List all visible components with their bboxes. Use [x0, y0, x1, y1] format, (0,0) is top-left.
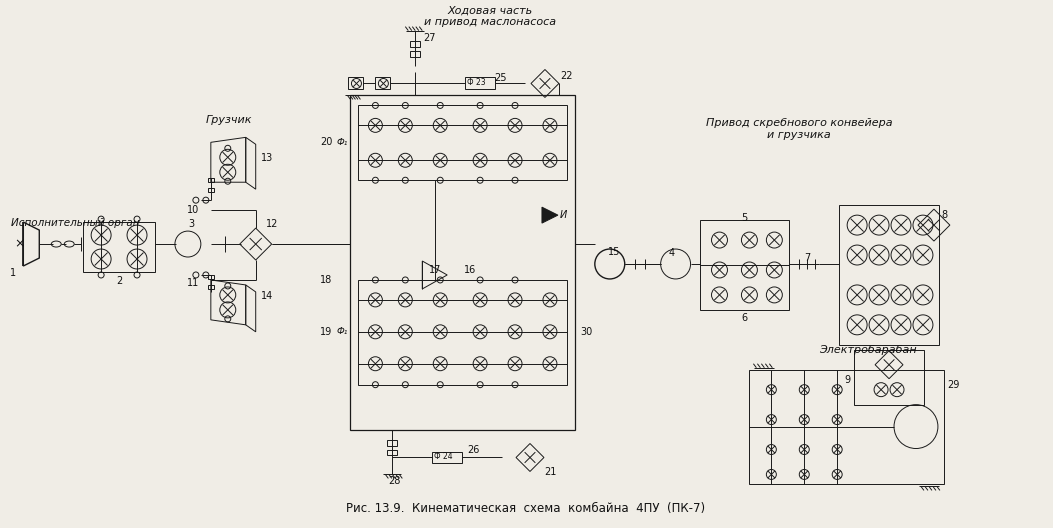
- Text: Исполнительный орган: Исполнительный орган: [12, 218, 140, 228]
- Text: 26: 26: [468, 445, 479, 455]
- Text: 20: 20: [320, 137, 333, 147]
- Bar: [376, 78, 391, 89]
- Text: 4: 4: [669, 248, 675, 258]
- Bar: [432, 451, 462, 464]
- Bar: [207, 178, 214, 182]
- Text: 17: 17: [429, 265, 441, 275]
- Text: 15: 15: [608, 247, 620, 257]
- Bar: [207, 275, 214, 279]
- Bar: [351, 96, 575, 430]
- Text: Ф₁: Ф₁: [336, 327, 347, 336]
- Bar: [349, 78, 363, 89]
- Text: Электробарабан: Электробарабан: [819, 345, 917, 355]
- Text: Ходовая часть
и привод маслонасоса: Ходовая часть и привод маслонасоса: [424, 6, 556, 27]
- Text: 29: 29: [947, 380, 959, 390]
- Text: 25: 25: [494, 72, 506, 82]
- Text: Ф 23: Ф 23: [468, 78, 485, 87]
- Text: И: И: [560, 210, 568, 220]
- Text: 14: 14: [261, 291, 273, 301]
- Bar: [358, 106, 567, 180]
- Text: Рис. 13.9.  Кинематическая  схема  комбайна  4ПУ  (ПК-7): Рис. 13.9. Кинематическая схема комбайна…: [346, 502, 706, 515]
- Text: 6: 6: [741, 313, 748, 323]
- Text: Ф 24: Ф 24: [434, 452, 453, 461]
- Bar: [83, 222, 155, 272]
- Polygon shape: [542, 207, 558, 223]
- Text: 11: 11: [186, 278, 199, 288]
- Bar: [358, 280, 567, 385]
- Bar: [750, 370, 943, 484]
- Bar: [699, 220, 790, 310]
- Text: 8: 8: [941, 210, 947, 220]
- Text: 19: 19: [320, 327, 333, 337]
- Text: 2: 2: [116, 276, 122, 286]
- Text: 22: 22: [560, 71, 573, 80]
- Bar: [854, 350, 923, 404]
- Text: 18: 18: [320, 275, 333, 285]
- Text: 27: 27: [423, 33, 436, 43]
- Text: Ф₁: Ф₁: [336, 138, 347, 147]
- Text: 9: 9: [845, 375, 850, 385]
- Text: 30: 30: [580, 327, 592, 337]
- Bar: [207, 188, 214, 192]
- Text: 16: 16: [464, 265, 476, 275]
- Text: ×: ×: [14, 238, 24, 251]
- Bar: [839, 205, 939, 345]
- Text: 7: 7: [804, 253, 811, 263]
- Text: 10: 10: [186, 205, 199, 215]
- Bar: [388, 439, 397, 446]
- Text: 5: 5: [741, 213, 748, 223]
- Text: 21: 21: [544, 467, 556, 477]
- Text: 3: 3: [187, 219, 194, 229]
- Bar: [411, 51, 420, 56]
- Text: 12: 12: [265, 219, 278, 229]
- Bar: [207, 285, 214, 289]
- Text: 1: 1: [11, 268, 17, 278]
- Text: Грузчик: Грузчик: [205, 116, 253, 125]
- Bar: [465, 78, 495, 89]
- Bar: [388, 449, 397, 456]
- Text: 13: 13: [261, 153, 273, 163]
- Text: Привод скребнового конвейера
и грузчика: Привод скребнового конвейера и грузчика: [706, 118, 893, 140]
- Bar: [411, 41, 420, 46]
- Text: 28: 28: [389, 476, 400, 486]
